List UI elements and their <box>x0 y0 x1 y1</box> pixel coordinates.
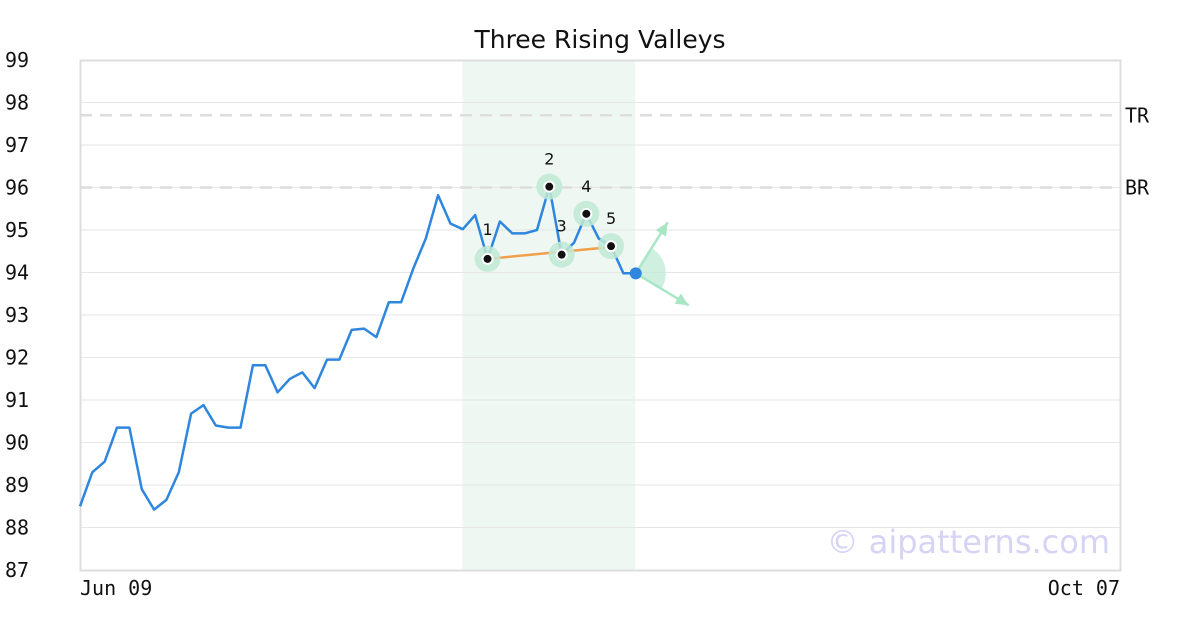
y-tick-label: 93 <box>5 303 29 327</box>
y-axis-ticks: 87 88 89 90 91 92 93 94 95 96 97 98 99 <box>5 48 29 582</box>
pattern-point <box>605 240 618 253</box>
gridlines <box>80 102 1120 528</box>
y-tick-label: 90 <box>5 431 29 455</box>
reference-label: BR <box>1125 176 1150 200</box>
plot-frame <box>79 59 1122 572</box>
pattern-point-label: 2 <box>544 150 554 169</box>
y-tick-label: 95 <box>5 218 29 242</box>
pattern-point-label: 3 <box>557 217 567 236</box>
x-tick-label: Oct 07 <box>1048 576 1120 600</box>
price-series <box>78 185 636 511</box>
projection-arrow-up-head <box>655 222 668 237</box>
chart-title: Three Rising Valleys <box>473 25 725 54</box>
pattern-point <box>543 180 556 193</box>
y-tick-label: 96 <box>5 176 29 200</box>
reference-label: TR <box>1125 103 1150 127</box>
y-tick-label: 91 <box>5 388 29 412</box>
pattern-overlay: 1 2 3 45 <box>474 150 690 307</box>
x-tick-label: Jun 09 <box>80 576 152 600</box>
y-tick-label: 87 <box>5 558 29 582</box>
last-point <box>629 267 642 280</box>
pattern-point <box>580 207 593 220</box>
projection-arrow-down-head <box>674 293 689 306</box>
pattern-point-label: 1 <box>482 220 492 239</box>
reference-lines: TR BR <box>80 103 1150 200</box>
watermark: © aipatterns.com <box>827 523 1110 561</box>
pattern-point <box>555 248 568 261</box>
pattern-point-label: 5 <box>606 209 616 228</box>
projection-fan <box>635 248 666 289</box>
y-tick-label: 88 <box>5 516 29 540</box>
y-tick-label: 97 <box>5 133 29 157</box>
y-tick-label: 94 <box>5 261 29 285</box>
y-tick-label: 99 <box>5 48 29 72</box>
y-tick-label: 89 <box>5 473 29 497</box>
y-tick-label: 92 <box>5 346 29 370</box>
pattern-point <box>481 252 494 265</box>
series-line <box>78 185 636 511</box>
y-tick-label: 98 <box>5 91 29 115</box>
pattern-point-label: 4 <box>581 177 591 196</box>
x-axis-ticks: Jun 09 Oct 07 <box>80 576 1120 600</box>
